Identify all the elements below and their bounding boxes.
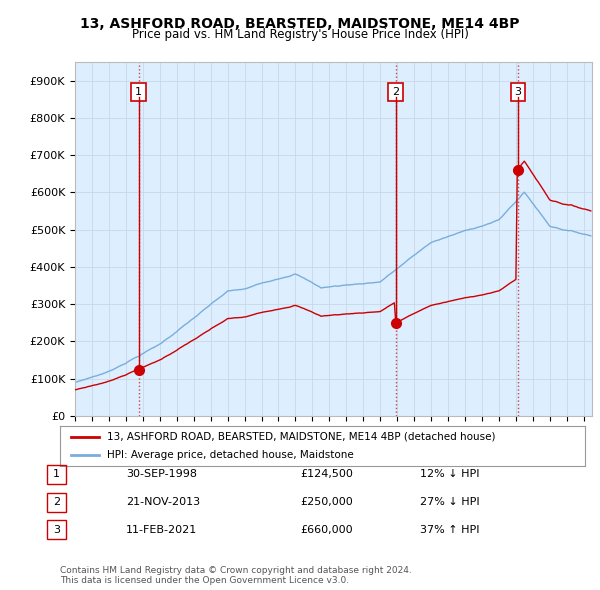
Text: 30-SEP-1998: 30-SEP-1998 bbox=[126, 470, 197, 479]
Text: £250,000: £250,000 bbox=[300, 497, 353, 507]
Text: 2: 2 bbox=[392, 87, 400, 97]
Text: 3: 3 bbox=[514, 87, 521, 97]
Text: HPI: Average price, detached house, Maidstone: HPI: Average price, detached house, Maid… bbox=[107, 450, 354, 460]
Text: Contains HM Land Registry data © Crown copyright and database right 2024.
This d: Contains HM Land Registry data © Crown c… bbox=[60, 566, 412, 585]
Text: 12% ↓ HPI: 12% ↓ HPI bbox=[420, 470, 479, 479]
Text: £124,500: £124,500 bbox=[300, 470, 353, 479]
Text: 21-NOV-2013: 21-NOV-2013 bbox=[126, 497, 200, 507]
Text: Price paid vs. HM Land Registry's House Price Index (HPI): Price paid vs. HM Land Registry's House … bbox=[131, 28, 469, 41]
Text: 27% ↓ HPI: 27% ↓ HPI bbox=[420, 497, 479, 507]
Text: 13, ASHFORD ROAD, BEARSTED, MAIDSTONE, ME14 4BP: 13, ASHFORD ROAD, BEARSTED, MAIDSTONE, M… bbox=[80, 17, 520, 31]
Text: 13, ASHFORD ROAD, BEARSTED, MAIDSTONE, ME14 4BP (detached house): 13, ASHFORD ROAD, BEARSTED, MAIDSTONE, M… bbox=[107, 432, 496, 442]
Text: 2: 2 bbox=[53, 497, 60, 507]
Text: 1: 1 bbox=[135, 87, 142, 97]
Text: 11-FEB-2021: 11-FEB-2021 bbox=[126, 525, 197, 535]
Text: 3: 3 bbox=[53, 525, 60, 535]
Text: 37% ↑ HPI: 37% ↑ HPI bbox=[420, 525, 479, 535]
Text: £660,000: £660,000 bbox=[300, 525, 353, 535]
Text: 1: 1 bbox=[53, 470, 60, 479]
